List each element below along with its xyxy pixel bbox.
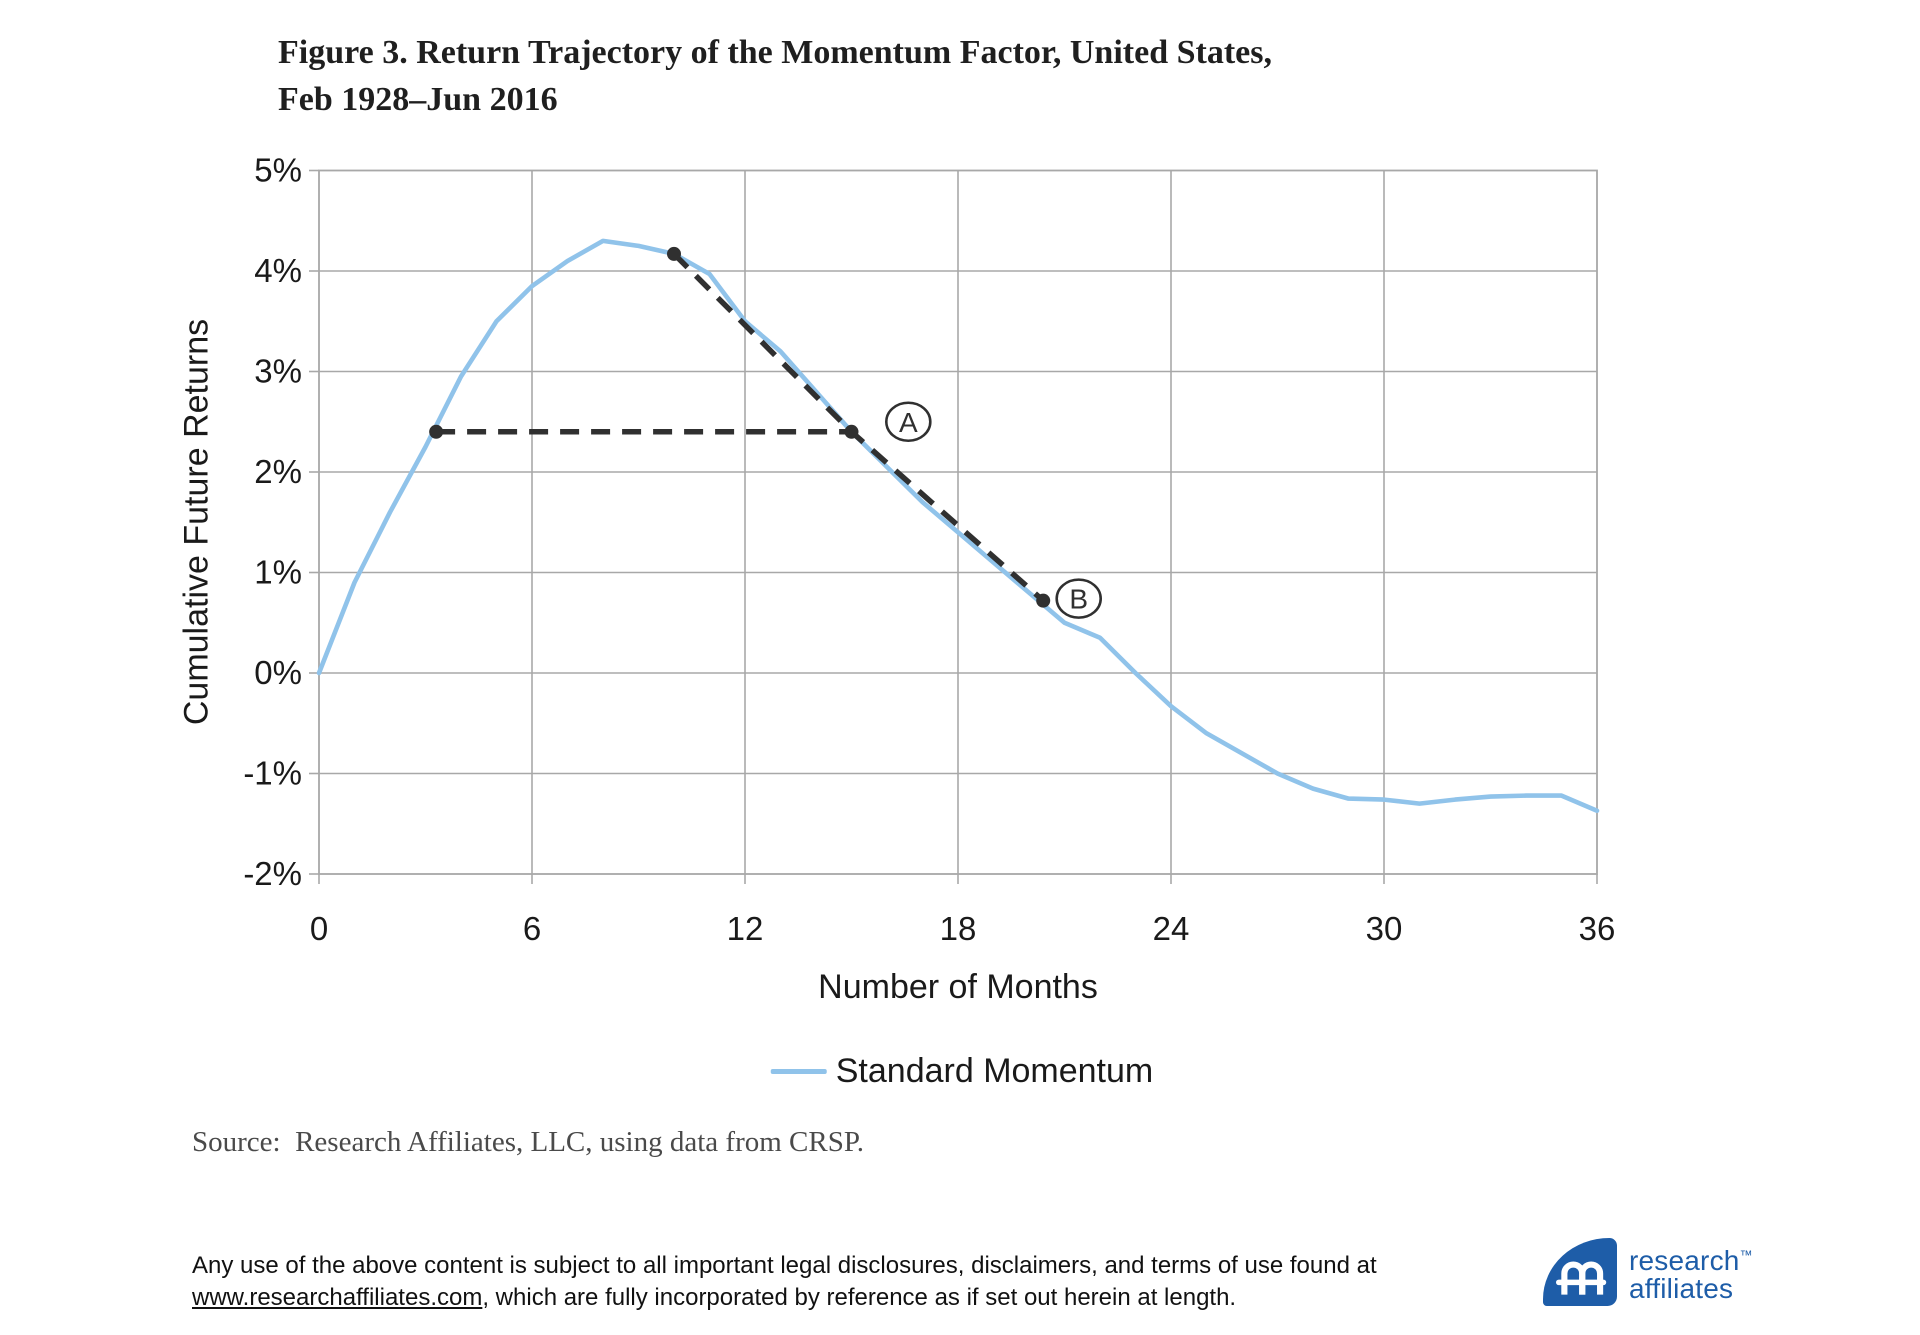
annotation-dot [1036, 593, 1051, 608]
x-tick-label: 24 [1153, 910, 1190, 947]
y-axis-title: Cumulative Future Returns [177, 318, 216, 726]
x-tick-label: 30 [1366, 910, 1403, 947]
logo-word2: affiliates [1629, 1273, 1734, 1304]
x-tick-label: 0 [310, 910, 328, 947]
momentum-series-line [316, 238, 1600, 814]
circled-label-outline-b [1055, 578, 1102, 619]
x-tick-label: 18 [940, 910, 977, 947]
circled-label-a: A [899, 407, 918, 438]
legend-line-swatch [770, 1069, 827, 1074]
ra-monogram-icon [1543, 1238, 1617, 1306]
figure-title-line1: Figure 3. Return Trajectory of the Momen… [278, 34, 1272, 71]
y-tick-label: -1% [243, 755, 302, 792]
x-axis-title: Number of Months [818, 968, 1098, 1006]
legend: Standard Momentum [770, 1052, 1154, 1091]
y-tick-label: 1% [254, 554, 302, 591]
disclaimer-line1: Any use of the above content is subject … [192, 1252, 1377, 1279]
y-tick-label: 2% [254, 453, 302, 490]
x-tick-label: 36 [1579, 910, 1616, 947]
x-tick-label: 12 [727, 910, 764, 947]
logo-word1: research [1629, 1245, 1740, 1276]
y-tick-label: -2% [243, 855, 302, 892]
y-tick-label: 3% [254, 353, 302, 390]
annotation-dot [667, 246, 681, 261]
trademark-symbol: ™ [1739, 1247, 1753, 1263]
figure-title: Figure 3. Return Trajectory of the Momen… [278, 30, 1428, 124]
annotation-dot [844, 424, 859, 439]
legal-disclaimer: Any use of the above content is subject … [192, 1250, 1377, 1314]
figure-title-line2: Feb 1928–Jun 2016 [278, 80, 558, 118]
research-affiliates-logo: research™ affiliates [1543, 1238, 1753, 1306]
source-note: Source: Research Affiliates, LLC, using … [192, 1126, 865, 1158]
legend-label: Standard Momentum [835, 1052, 1154, 1090]
researchaffiliates-link[interactable]: www.researchaffiliates.com [192, 1283, 483, 1311]
annotation-dot [429, 424, 444, 439]
dashed-annotation-line [672, 251, 1046, 603]
y-tick-label: 4% [254, 252, 302, 289]
circled-label-outline-a [884, 401, 932, 443]
x-tick-label: 6 [523, 910, 541, 947]
disclaimer-line2-rest: , which are fully incorporated by refere… [482, 1283, 1237, 1311]
y-tick-label: 5% [254, 152, 302, 189]
logo-wordmark: research™ affiliates [1629, 1247, 1753, 1303]
y-tick-label: 0% [254, 654, 302, 691]
plot-border [318, 169, 1598, 875]
circled-label-b: B [1069, 584, 1088, 615]
disclaimer-line2: www.researchaffiliates.com, which are fu… [192, 1282, 1377, 1314]
